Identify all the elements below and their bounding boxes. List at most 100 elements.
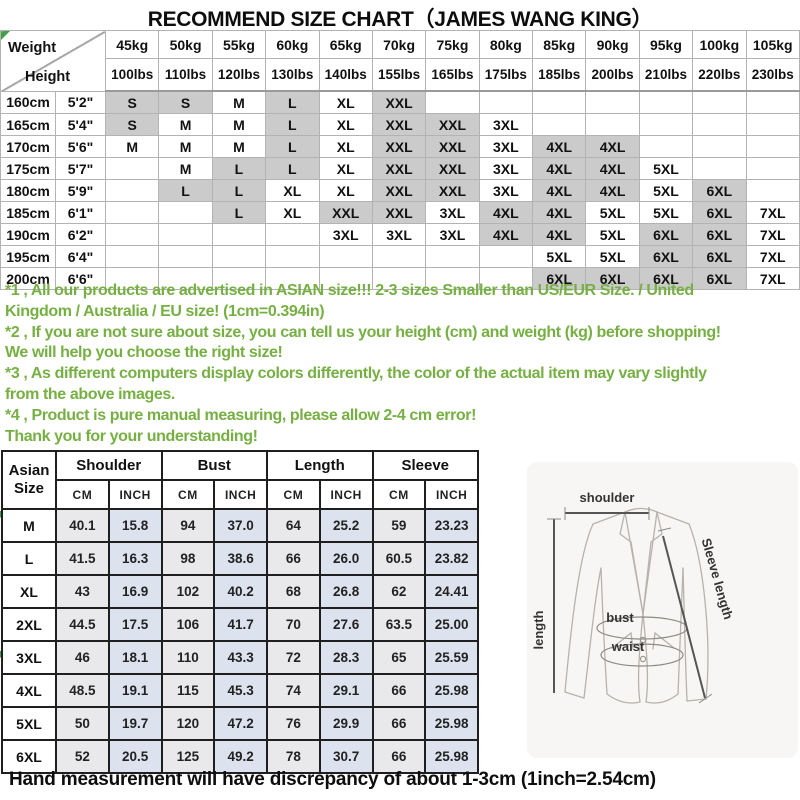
height-cm-cell: 200cm xyxy=(0,267,56,290)
measurement-value-cell: 40.2 xyxy=(213,574,268,609)
height-cm-cell: 190cm xyxy=(0,223,56,246)
unit-header-cell: INCH xyxy=(107,479,163,510)
size-cell: 4XL xyxy=(478,201,534,224)
unit-header-cell: INCH xyxy=(318,479,374,510)
weight-kg-header-cell: 65kg xyxy=(318,30,373,59)
size-cell: XXL xyxy=(371,201,427,224)
measurement-row: L 41.5 16.3 98 38.6 66 26.0 60.5 23.82 xyxy=(1,541,479,576)
measurement-value-cell: 94 xyxy=(160,508,216,543)
measure-lines xyxy=(553,512,706,699)
footer-note: Hand measurement will have discrepancy o… xyxy=(9,769,656,790)
size-cell: L xyxy=(265,135,320,158)
measurement-value-cell: 68 xyxy=(266,574,321,609)
note-line: *3 , As different computers display colo… xyxy=(5,365,707,403)
jacket-drawing: shoulder length Sleeve length bust waist xyxy=(531,490,736,704)
measurement-value-cell: 25.59 xyxy=(424,640,479,675)
size-cell: XXL xyxy=(425,113,480,136)
size-cell xyxy=(478,245,534,268)
weight-kg-header-cell: 75kg xyxy=(425,30,480,59)
size-matrix-row: 200cm 6'6" 6XL 6XL 6XL 6XL 7XL xyxy=(0,267,800,290)
measurement-value-cell: 16.9 xyxy=(107,574,163,609)
size-label-cell: 3XL xyxy=(1,640,57,675)
size-cell: XXL xyxy=(425,179,480,202)
size-cell: XXL xyxy=(371,179,427,202)
height-ft-cell: 5'9" xyxy=(55,179,106,202)
measure-group-header-cell: Length xyxy=(266,450,374,481)
height-ft-cell: 5'6" xyxy=(55,135,106,158)
size-cell xyxy=(478,90,534,114)
unit-header-cell: CM xyxy=(160,479,216,510)
measurement-row: 4XL 48.5 19.1 115 45.3 74 29.1 66 25.98 xyxy=(1,673,479,708)
measurement-value-cell: 20.5 xyxy=(107,739,163,774)
size-cell: L xyxy=(265,157,320,180)
size-label-cell: XL xyxy=(1,574,57,609)
size-cell: XXL xyxy=(371,157,427,180)
unit-header-cell: CM xyxy=(371,479,427,510)
size-cell: M xyxy=(104,135,160,158)
size-cell: 6XL xyxy=(585,267,640,290)
size-cell: XXL xyxy=(425,135,480,158)
size-cell: 7XL xyxy=(745,223,800,246)
size-cell xyxy=(692,90,747,114)
note-line: *1 , All our products are advertised in … xyxy=(5,282,694,320)
unit-header-cell: INCH xyxy=(213,479,268,510)
size-cell xyxy=(265,267,320,290)
size-cell xyxy=(158,223,213,246)
weight-height-corner-cell: Weight Height xyxy=(0,30,106,92)
size-cell: 5XL xyxy=(585,245,640,268)
size-cell: XXL xyxy=(371,90,427,114)
measurement-value-cell: 62 xyxy=(371,574,427,609)
weight-lbs-header-cell: 210lbs xyxy=(638,58,694,92)
jacket-buttons xyxy=(639,636,647,663)
weight-kg-header-cell: 70kg xyxy=(371,30,427,59)
size-cell xyxy=(371,267,427,290)
size-cell: 6XL xyxy=(692,245,747,268)
size-cell: M xyxy=(211,135,267,158)
size-cell xyxy=(531,90,587,114)
size-label-cell: 2XL xyxy=(1,607,57,642)
size-cell: XL xyxy=(265,201,320,224)
size-cell: XL xyxy=(318,113,373,136)
size-cell: 6XL xyxy=(531,267,587,290)
notes-section: *1 , All our products are advertised in … xyxy=(5,281,797,447)
size-cell xyxy=(478,267,534,290)
size-cell: S xyxy=(104,113,160,136)
measurement-value-cell: 25.00 xyxy=(424,607,479,642)
label-shoulder: shoulder xyxy=(580,490,635,505)
size-cell: S xyxy=(104,90,160,114)
height-ft-cell: 6'1" xyxy=(55,201,106,224)
weight-kg-header-cell: 55kg xyxy=(211,30,267,59)
measurement-value-cell: 64 xyxy=(266,508,321,543)
measurement-value-cell: 49.2 xyxy=(213,739,268,774)
measurement-row: 6XL 52 20.5 125 49.2 78 30.7 66 25.98 xyxy=(1,739,479,774)
size-label-cell: L xyxy=(1,541,57,576)
label-bust: bust xyxy=(606,610,634,625)
size-cell: 4XL xyxy=(531,157,587,180)
measurement-value-cell: 43 xyxy=(55,574,110,609)
weight-lbs-header-cell: 230lbs xyxy=(745,58,800,92)
measurement-value-cell: 72 xyxy=(266,640,321,675)
size-cell: 5XL xyxy=(638,157,694,180)
measure-ticks xyxy=(547,507,713,704)
size-cell xyxy=(158,245,213,268)
size-cell xyxy=(104,179,160,202)
height-cm-cell: 160cm xyxy=(0,90,56,114)
measurement-value-cell: 41.5 xyxy=(55,541,110,576)
size-cell: XL xyxy=(318,179,373,202)
size-cell xyxy=(104,245,160,268)
size-cell xyxy=(638,113,694,136)
size-cell: L xyxy=(158,179,213,202)
measurement-value-cell: 47.2 xyxy=(213,706,268,741)
measurement-row: XL 43 16.9 102 40.2 68 26.8 62 24.41 xyxy=(1,574,479,609)
size-cell xyxy=(745,113,800,136)
size-cell: 5XL xyxy=(638,201,694,224)
weight-lbs-header-cell: 120lbs xyxy=(211,58,267,92)
measurement-value-cell: 18.1 xyxy=(107,640,163,675)
size-cell xyxy=(104,201,160,224)
size-label-cell: 4XL xyxy=(1,673,57,708)
size-cell: XXL xyxy=(425,157,480,180)
size-cell xyxy=(638,90,694,114)
measurement-value-cell: 110 xyxy=(160,640,216,675)
height-ft-cell: 5'4" xyxy=(55,113,106,136)
measurement-value-cell: 23.82 xyxy=(424,541,479,576)
